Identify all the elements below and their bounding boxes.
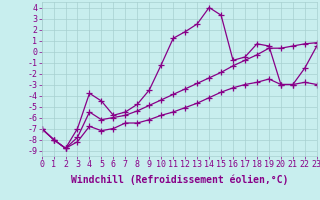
X-axis label: Windchill (Refroidissement éolien,°C): Windchill (Refroidissement éolien,°C) bbox=[70, 175, 288, 185]
